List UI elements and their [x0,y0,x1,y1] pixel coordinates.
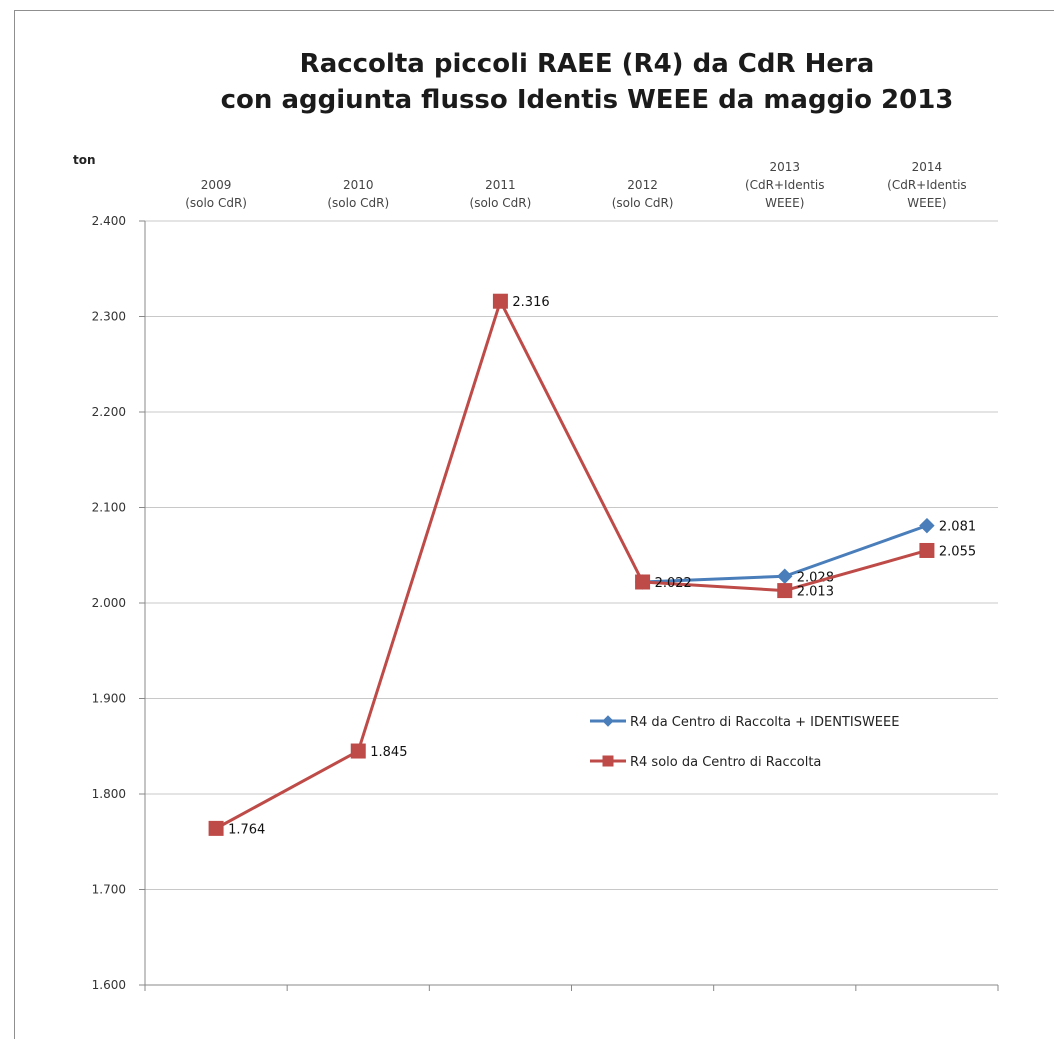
legend-label: R4 solo da Centro di Raccolta [630,755,821,770]
data-label: 2.013 [797,585,834,600]
data-label: 2.316 [512,295,549,310]
x-tick-label-line: (solo CdR) [470,196,532,210]
y-tick-label: 1.900 [92,692,126,706]
legend-marker [602,755,614,767]
series-layer: 2.028 2.081 1.764 1.845 2.316 2.022 2.013 2.055 [208,293,976,837]
x-tick-label-line: (solo CdR) [612,196,674,210]
data-point [777,568,793,584]
series-1: 2.028 2.081 [634,517,976,590]
y-tick-label: 1.800 [92,787,126,801]
y-tick-label: 2.300 [92,310,126,324]
gridlines [145,220,998,890]
data-point [919,517,935,534]
x-tick-label: 2014 (CdR+Identis WEEE) [887,160,967,210]
x-tick-label-line: (solo CdR) [185,196,247,210]
x-tick-label: 2010 (solo CdR) [327,178,389,210]
data-point [492,293,508,309]
x-tick-label-line: 2012 [627,178,658,192]
data-label: 2.022 [655,576,692,591]
data-point [635,574,651,590]
axes [139,220,999,991]
chart-title: Raccolta piccoli RAEE (R4) da CdR Hera c… [221,49,954,115]
y-tick-label: 1.600 [92,978,126,992]
x-tick-label-line: 2011 [485,178,516,192]
y-tick-label: 2.000 [92,596,126,610]
data-point [919,542,935,558]
y-tick-label: 2.200 [92,405,126,419]
data-point [777,583,793,599]
data-label: 2.081 [939,520,976,535]
x-tick-label: 2013 (CdR+Identis WEEE) [745,160,825,210]
chart-title-line-2: con aggiunta flusso Identis WEEE da magg… [221,85,954,115]
chart-title-line-1: Raccolta piccoli RAEE (R4) da CdR Hera [300,49,875,79]
x-tick-label-line: WEEE) [765,196,804,210]
legend: R4 da Centro di Raccolta + IDENTISWEEE R4… [590,715,899,770]
x-tick-label-line: 2009 [201,178,232,192]
legend-marker [602,715,614,727]
y-axis-unit-label: ton [73,153,96,167]
series-2: 1.764 1.845 2.316 2.022 2.013 2.055 [208,293,976,837]
data-label: 2.028 [797,570,834,585]
x-tick-label: 2011 (solo CdR) [470,178,532,210]
x-tick-label-line: 2013 [769,160,800,174]
y-tick-labels: 1.600 1.700 1.800 1.900 2.000 2.100 2.200 2.300… [92,214,126,992]
legend-entry-2: R4 solo da Centro di Raccolta [590,755,821,770]
x-tick-label-line: 2014 [912,160,943,174]
y-tick-label: 2.100 [92,501,126,515]
y-tick-label: 1.700 [92,883,126,897]
data-label: 2.055 [939,544,976,559]
x-tick-labels: 2009 (solo CdR) 2010 (solo CdR) 2011 (solo Cd… [185,160,966,210]
x-tick-label: 2012 (solo CdR) [612,178,674,210]
x-tick-label-line: (solo CdR) [327,196,389,210]
x-tick-label-line: 2010 [343,178,374,192]
data-point [208,820,224,836]
chart-frame [14,10,1054,1039]
x-tick-label-line: WEEE) [907,196,946,210]
x-tick-label-line: (CdR+Identis [745,178,825,192]
data-label: 1.764 [228,822,265,837]
x-tick-label-line: (CdR+Identis [887,178,967,192]
data-point [350,743,366,759]
series-line [214,299,929,830]
y-tick-label: 2.400 [92,214,126,228]
data-label: 1.845 [370,745,407,760]
x-tick-label: 2009 (solo CdR) [185,178,247,210]
legend-entry-1: R4 da Centro di Raccolta + IDENTISWEEE [590,715,899,730]
legend-label: R4 da Centro di Raccolta + IDENTISWEEE [630,715,899,730]
